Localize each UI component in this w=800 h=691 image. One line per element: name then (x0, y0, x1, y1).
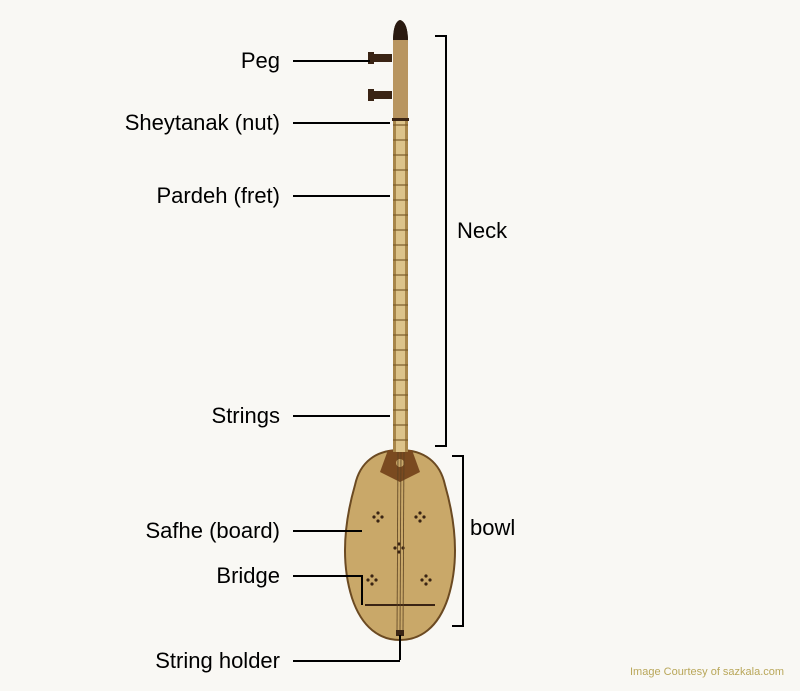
leader-bridge-drop (361, 575, 363, 605)
diagram-stage: Peg Sheytanak (nut) Pardeh (fret) Strings Sa… (0, 0, 800, 691)
leader-holder (293, 660, 400, 662)
label-peg: Peg (241, 48, 280, 74)
leader-peg (293, 60, 370, 62)
section-cap-neck-top (435, 35, 447, 37)
section-line-bowl (462, 455, 464, 625)
label-holder: String holder (155, 648, 280, 674)
leader-strings (293, 415, 390, 417)
leader-board (293, 530, 362, 532)
instrument-illustration (0, 0, 800, 691)
label-strings: Strings (212, 403, 280, 429)
image-credit: Image Courtesy of sazkala.com (630, 666, 784, 678)
section-cap-bowl-bottom (452, 625, 464, 627)
leader-holder-rise (399, 635, 401, 660)
leader-fret (293, 195, 390, 197)
section-label-bowl: bowl (470, 515, 515, 541)
label-nut: Sheytanak (nut) (125, 110, 280, 136)
section-line-neck (445, 35, 447, 445)
leader-nut (293, 122, 390, 124)
label-fret: Pardeh (fret) (157, 183, 281, 209)
leader-bridge (293, 575, 362, 577)
section-cap-neck-bottom (435, 445, 447, 447)
label-bridge: Bridge (216, 563, 280, 589)
section-label-neck: Neck (457, 218, 507, 244)
section-cap-bowl-top (452, 455, 464, 457)
label-board: Safhe (board) (145, 518, 280, 544)
